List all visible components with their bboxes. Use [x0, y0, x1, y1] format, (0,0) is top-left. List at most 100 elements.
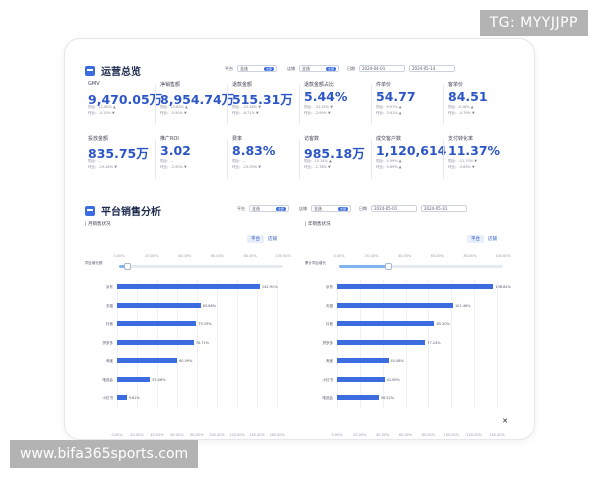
- monthly-xaxis-tick: 100.00%: [209, 433, 225, 437]
- monthly-bar[interactable]: [117, 395, 127, 400]
- sales-platform-select[interactable]: 全选 全部: [249, 205, 289, 212]
- monthly-bar-row: 淘宝 60.09%: [85, 357, 295, 365]
- monthly-bar[interactable]: [117, 302, 201, 308]
- date-start-input[interactable]: 2024-04-01: [359, 65, 405, 72]
- kpi-yoy: 同比：8.18% ▲: [448, 105, 474, 109]
- platform-select[interactable]: 全选 全部: [237, 65, 277, 72]
- store-filter-label: 店铺: [287, 65, 295, 71]
- yearly-bar-category: 抖音: [326, 322, 333, 326]
- yearly-slider-track[interactable]: [339, 263, 503, 270]
- monthly-bar-category: 京东: [106, 285, 113, 289]
- date-end-input[interactable]: 2024-05-14: [409, 65, 455, 72]
- kpi-yoy: 同比：--: [232, 159, 246, 163]
- yearly-gridline: [451, 279, 453, 409]
- yearly-slider-knob[interactable]: [385, 263, 393, 270]
- yearly-bar-row: 京东 136.84%: [305, 283, 515, 291]
- yearly-bar-value: 45.08%: [390, 359, 404, 363]
- yearly-toggle-store[interactable]: 店铺: [488, 237, 497, 242]
- monthly-bar-value: 9.61%: [128, 396, 140, 400]
- kpi-yoy: 同比：-31.25% ▼: [304, 105, 333, 109]
- sales-date-end-input[interactable]: 2024-05-31: [421, 205, 467, 212]
- yearly-toggle-platform[interactable]: 平台: [467, 235, 484, 243]
- kpi-grid: GMV 9,470.05万 同比：12.60% ▲ 环比：-4.15% ▼ 净销售额 8,…: [85, 81, 517, 189]
- yearly-bar[interactable]: [337, 284, 494, 289]
- yearly-bar-category: 小红书: [322, 377, 334, 382]
- monthly-xaxis-tick: 160.00%: [269, 433, 285, 437]
- monthly-bar[interactable]: [117, 339, 194, 345]
- sales-store-select-tag: 全部: [337, 206, 348, 211]
- kpi-mom: 环比：-3.90% ▼: [160, 165, 187, 169]
- store-select[interactable]: 全选 全部: [299, 65, 339, 72]
- monthly-scale-tick: 80.00%: [243, 254, 257, 258]
- yearly-bar-chart: 京东 136.84% 天猫 101.46% 抖音 85.30% 拼多多 77.24% 淘宝 45.…: [305, 279, 515, 409]
- monthly-slider-track[interactable]: [119, 263, 283, 270]
- yearly-bar-value: 136.84%: [495, 285, 511, 289]
- monthly-xaxis-tick: 80.00%: [190, 433, 204, 437]
- sales-platform-select-tag: 全部: [275, 206, 286, 211]
- overview-filters: 平台 全选 全部 店铺 全选 全部 日期 2024-04-01 2024-05-14: [225, 65, 455, 72]
- yearly-bar[interactable]: [337, 339, 426, 345]
- sales-date-filter-label: 日期: [359, 205, 367, 211]
- yearly-bar[interactable]: [337, 321, 435, 326]
- kpi-card: 件单价 54.77 同比：9.97% ▲ 环比：3.61% ▲: [371, 81, 445, 135]
- kpi-mom: 环比：-4.79% ▼: [448, 111, 475, 115]
- yearly-bar-row: 天猫 101.46%: [305, 302, 515, 310]
- monthly-toggle-store[interactable]: 店铺: [268, 237, 277, 242]
- yearly-xaxis-tick: 120.00%: [466, 433, 482, 437]
- monthly-bar-value: 33.06%: [152, 377, 166, 382]
- monthly-bar-row: 唯品会 33.06%: [85, 376, 295, 384]
- yearly-panel-title: | 年销售状况: [305, 222, 331, 227]
- yearly-bar-row: 小红书 41.69%: [305, 376, 515, 384]
- kpi-yoy: 同比：12.60% ▲: [88, 105, 116, 109]
- kpi-label: 费率: [232, 136, 243, 142]
- kpi-mom: 环比：3.61% ▲: [376, 111, 402, 115]
- monthly-bar-row: 京东 142.91%: [85, 283, 295, 291]
- date-filter-label: 日期: [347, 65, 355, 71]
- kpi-label: 退款金额占比: [304, 82, 335, 88]
- yearly-bar[interactable]: [337, 358, 389, 363]
- monthly-bar-value: 83.68%: [202, 303, 217, 308]
- monthly-bar[interactable]: [117, 284, 260, 289]
- monthly-scale-tick: 60.00%: [210, 254, 225, 258]
- sales-store-select[interactable]: 全选 全部: [311, 205, 351, 212]
- sales-date-start-input[interactable]: 2024-05-01: [371, 205, 417, 212]
- kpi-mom: 环比：-3.65% ▼: [448, 165, 475, 169]
- yearly-scale-tick: 20.00%: [365, 254, 379, 258]
- kpi-card: 退款金额占比 5.44% 同比：-31.25% ▼ 环比：-2.99% ▼: [299, 81, 373, 135]
- monthly-bar[interactable]: [117, 321, 197, 326]
- kpi-value: 54.77: [376, 89, 416, 104]
- kpi-label: 推广ROI: [160, 136, 179, 142]
- monthly-bar-chart: 京东 142.91% 天猫 83.68% 抖音 79.29% 拼多多 76.71% 淘宝 60.0…: [85, 279, 295, 409]
- yearly-scale-tick: 100.00%: [495, 254, 511, 258]
- monthly-xaxis-tick: 60.00%: [170, 433, 184, 437]
- kpi-yoy: 同比：--: [88, 159, 102, 163]
- yearly-xaxis-tick: 80.00%: [421, 433, 436, 437]
- sales-filters: 平台 全选 全部 店铺 全选 全部 日期 2024-05-01 2024-05-31: [237, 205, 467, 212]
- monthly-bar[interactable]: [117, 358, 178, 363]
- sales-header: 平台销售分析: [85, 203, 161, 218]
- kpi-card: 费率 8.83% 同比：-- 环比：-15.09% ▼: [227, 135, 301, 189]
- yearly-bar-value: 85.30%: [436, 322, 450, 326]
- yearly-xaxis-tick: 140.00%: [489, 433, 505, 437]
- yearly-bar[interactable]: [337, 395, 379, 400]
- kpi-yoy: 同比：-12.70% ▼: [448, 159, 477, 163]
- monthly-bar-category: 抖音: [106, 322, 113, 326]
- monthly-toggle-platform[interactable]: 平台: [247, 235, 264, 243]
- monthly-xaxis-tick: 0.00%: [111, 433, 123, 437]
- monthly-bar[interactable]: [117, 376, 151, 382]
- sales-store-select-value: 全选: [314, 205, 322, 211]
- close-icon[interactable]: ✕: [502, 417, 508, 425]
- yearly-bar[interactable]: [337, 302, 453, 308]
- kpi-value: 11.37%: [448, 143, 501, 158]
- yearly-gridline: [474, 279, 476, 409]
- yearly-xaxis-tick: 40.00%: [376, 433, 390, 437]
- kpi-value: 8,954.74万: [160, 92, 235, 107]
- overview-icon: [85, 65, 95, 76]
- yearly-bar[interactable]: [337, 376, 385, 382]
- yearly-bar-value: 36.52%: [380, 396, 395, 400]
- store-select-tag: 全部: [325, 66, 336, 71]
- monthly-xaxis-tick: 120.00%: [229, 433, 245, 437]
- monthly-bar-row: 拼多多 76.71%: [85, 339, 295, 347]
- monthly-slider-knob[interactable]: [124, 263, 132, 270]
